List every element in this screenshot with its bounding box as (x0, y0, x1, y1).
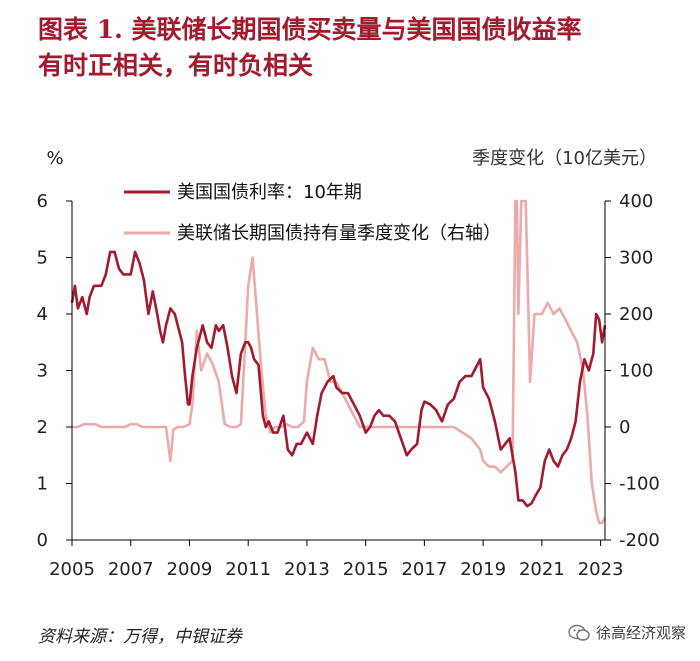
right-tick-label: 100 (619, 361, 653, 382)
right-tick-label: 300 (619, 248, 653, 269)
chart-title: 图表 1. 美联储长期国债买卖量与美国国债收益率 有时正相关，有时负相关 (38, 12, 688, 84)
x-tick-label: 2023 (578, 559, 624, 580)
left-axis-unit: % (46, 148, 63, 169)
x-tick-label: 2009 (167, 559, 213, 580)
left-tick-label: 3 (37, 361, 48, 382)
series-line-holdings (72, 199, 607, 525)
left-tick-label: 4 (37, 304, 48, 325)
legend-label-yield: 美国国债利率：10年期 (177, 182, 362, 203)
chart-area: 0 1 2 3 4 5 6 -200 -100 0 100 200 300 400 2005 2007 2009… (37, 148, 660, 580)
watermark-text: 徐高经济观察 (595, 624, 686, 642)
watermark: 徐高经济观察 (568, 622, 686, 643)
left-tick-label: 6 (37, 191, 48, 212)
left-tick-label: 1 (37, 474, 48, 495)
chart-title-line-1: 图表 1. 美联储长期国债买卖量与美国国债收益率 (38, 15, 582, 44)
x-tick-label: 2017 (401, 559, 447, 580)
x-tick-label: 2013 (284, 559, 330, 580)
x-tick-label: 2005 (49, 559, 95, 580)
right-tick-label: -100 (619, 474, 660, 495)
chart-title-line-2: 有时正相关，有时负相关 (38, 51, 314, 80)
right-tick-label: 0 (619, 417, 630, 438)
x-tick-label: 2015 (343, 559, 389, 580)
left-tick-label: 0 (37, 530, 48, 551)
right-tick-label: 200 (619, 304, 653, 325)
legend-label-holdings: 美联储长期国债持有量季度变化（右轴） (177, 223, 501, 244)
left-tick-label: 5 (37, 248, 48, 269)
right-tick-label: 400 (619, 191, 653, 212)
source-note: 资料来源：万得，中银证券 (38, 627, 242, 647)
x-tick-label: 2021 (519, 559, 565, 580)
x-tick-label: 2019 (460, 559, 506, 580)
right-axis-unit: 季度变化（10亿美元） (472, 148, 657, 169)
x-tick-label: 2011 (225, 559, 271, 580)
x-tick-label: 2007 (108, 559, 154, 580)
wechat-icon (568, 624, 590, 641)
series-line-yield (70, 250, 607, 508)
right-tick-label: -200 (619, 530, 660, 551)
left-tick-label: 2 (37, 417, 48, 438)
